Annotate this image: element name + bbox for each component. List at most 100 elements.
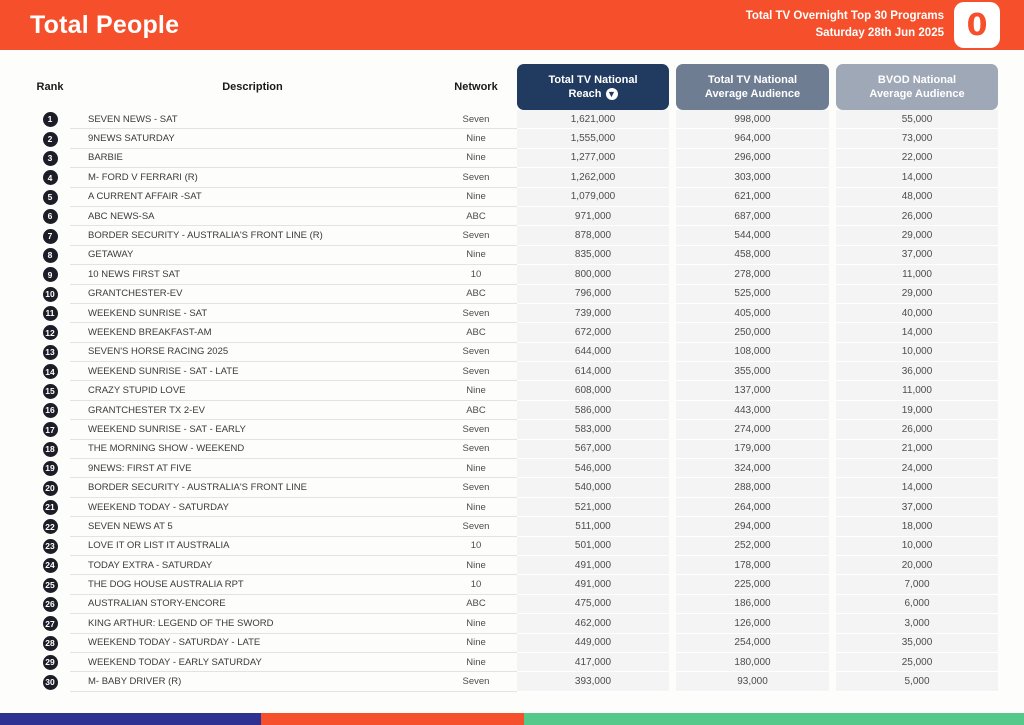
column-gap [829, 381, 836, 400]
program-network: Seven [435, 672, 517, 692]
column-header-description: Description [222, 81, 283, 93]
reach-value: 540,000 [517, 478, 669, 498]
table-row: 23 LOVE IT OR LIST IT AUSTRALIA 10 501,000 2… [30, 536, 998, 556]
reach-value: 1,262,000 [517, 168, 669, 188]
rank-badge: 7 [42, 228, 58, 244]
column-gap [669, 653, 676, 672]
rank-cell: 28 [30, 634, 70, 653]
reach-value: 835,000 [517, 245, 669, 266]
program-network: ABC [435, 401, 517, 421]
program-network: ABC [435, 207, 517, 227]
reach-value: 583,000 [517, 420, 669, 440]
program-description: WEEKEND TODAY - SATURDAY - LATE [70, 634, 435, 653]
page-title: Total People [30, 10, 180, 39]
program-description: M- FORD V FERRARI (R) [70, 168, 435, 188]
rank-cell: 22 [30, 517, 70, 536]
program-description: 9NEWS SATURDAY [70, 129, 435, 149]
program-network: ABC [435, 323, 517, 343]
column-gap [829, 440, 836, 459]
reach-value: 739,000 [517, 303, 669, 324]
bvod-audience-value: 24,000 [836, 459, 998, 479]
column-gap [669, 149, 676, 168]
reach-value: 501,000 [517, 536, 669, 556]
column-gap [669, 556, 676, 575]
table-row: 1 SEVEN NEWS - SAT Seven 1,621,000 998,000 55… [30, 110, 998, 130]
bvod-audience-value: 14,000 [836, 478, 998, 498]
average-audience-value: 274,000 [676, 420, 829, 440]
rank-badge: 22 [42, 519, 58, 535]
column-header-average-audience[interactable]: Total TV National Average Audience [676, 64, 829, 110]
program-description: GETAWAY [70, 246, 435, 266]
column-header-bvod-audience[interactable]: BVOD National Average Audience [836, 64, 998, 110]
average-audience-value: 180,000 [676, 652, 829, 673]
column-gap [669, 401, 676, 420]
rank-cell: 10 [30, 285, 70, 304]
table-row: 19 9NEWS: FIRST AT FIVE Nine 546,000 324,000… [30, 459, 998, 479]
average-audience-value: 687,000 [676, 206, 829, 227]
report-subtitle: Total TV Overnight Top 30 Programs Satur… [746, 8, 944, 41]
table-row: 12 WEEKEND BREAKFAST-AM ABC 672,000 250,000 1… [30, 323, 998, 343]
rank-cell: 24 [30, 556, 70, 575]
program-description: GRANTCHESTER-EV [70, 285, 435, 304]
column-gap [669, 478, 676, 497]
rank-cell: 6 [30, 207, 70, 226]
table-row: 14 WEEKEND SUNRISE - SAT - LATE Seven 614,0… [30, 362, 998, 382]
bvod-audience-value: 11,000 [836, 381, 998, 401]
column-gap [829, 595, 836, 614]
program-network: Seven [435, 343, 517, 363]
program-description: AUSTRALIAN STORY-ENCORE [70, 595, 435, 615]
program-description: CRAZY STUPID LOVE [70, 381, 435, 401]
average-audience-value: 137,000 [676, 381, 829, 401]
average-audience-value: 278,000 [676, 265, 829, 285]
reach-value: 1,555,000 [517, 129, 669, 149]
rank-cell: 3 [30, 149, 70, 168]
column-gap [669, 614, 676, 633]
table-row: 16 GRANTCHESTER TX 2-EV ABC 586,000 443,000 1… [30, 400, 998, 421]
table-row: 2 9NEWS SATURDAY Nine 1,555,000 964,000 73,00… [30, 129, 998, 149]
rank-cell: 9 [30, 265, 70, 284]
program-description: TODAY EXTRA - SATURDAY [70, 556, 435, 576]
column-gap [829, 537, 836, 556]
program-network: Seven [435, 362, 517, 382]
program-network: Nine [435, 381, 517, 401]
bvod-audience-value: 55,000 [836, 110, 998, 130]
rank-cell: 19 [30, 459, 70, 478]
column-header-reach[interactable]: Total TV National Reach ▼ [517, 64, 669, 110]
avg-header-line2: Average Audience [704, 88, 801, 100]
table-row: 26 AUSTRALIAN STORY-ENCORE ABC 475,000 186,0… [30, 594, 998, 615]
average-audience-value: 264,000 [676, 497, 829, 518]
bvod-audience-value: 5,000 [836, 672, 998, 692]
table-row: 8 GETAWAY Nine 835,000 458,000 37,000 [30, 245, 998, 266]
rank-badge: 11 [42, 306, 58, 322]
table-row: 25 THE DOG HOUSE AUSTRALIA RPT 10 491,000 22… [30, 575, 998, 595]
bvod-audience-value: 26,000 [836, 420, 998, 440]
rank-cell: 21 [30, 498, 70, 517]
rank-badge: 15 [42, 383, 58, 399]
program-description: M- BABY DRIVER (R) [70, 672, 435, 692]
oztam-logo: 0 [954, 2, 1000, 48]
bvod-audience-value: 18,000 [836, 517, 998, 537]
reach-value: 800,000 [517, 265, 669, 285]
column-gap [829, 246, 836, 265]
column-gap [829, 64, 836, 110]
program-description: GRANTCHESTER TX 2-EV [70, 401, 435, 421]
bvod-audience-value: 40,000 [836, 303, 998, 324]
reach-value: 393,000 [517, 672, 669, 692]
table-row: 22 SEVEN NEWS AT 5 Seven 511,000 294,000 18,0… [30, 517, 998, 537]
program-description: BORDER SECURITY - AUSTRALIA'S FRONT LINE [70, 478, 435, 498]
rank-badge: 24 [42, 558, 58, 574]
report-subtitle-line2: Saturday 28th Jun 2025 [815, 27, 944, 39]
column-gap [829, 129, 836, 148]
column-gap [669, 129, 676, 148]
program-description: WEEKEND BREAKFAST-AM [70, 323, 435, 343]
program-network: ABC [435, 285, 517, 304]
program-network: Nine [435, 498, 517, 518]
average-audience-value: 93,000 [676, 672, 829, 692]
reach-value: 971,000 [517, 206, 669, 227]
average-audience-value: 458,000 [676, 245, 829, 266]
rank-badge: 8 [42, 247, 58, 263]
table-row: 3 BARBIE Nine 1,277,000 296,000 22,000 [30, 148, 998, 169]
rank-cell: 18 [30, 440, 70, 459]
bvod-audience-value: 29,000 [836, 284, 998, 304]
rank-cell: 29 [30, 653, 70, 672]
